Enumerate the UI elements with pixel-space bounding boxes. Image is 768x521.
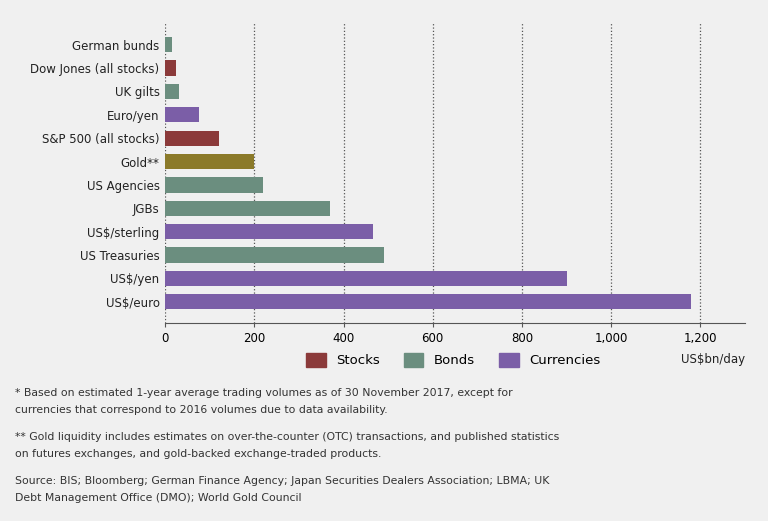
Text: US$bn/day: US$bn/day (681, 353, 745, 366)
Text: ** Gold liquidity includes estimates on over-the-counter (OTC) transactions, and: ** Gold liquidity includes estimates on … (15, 432, 560, 442)
Bar (165, 60, 177, 76)
Bar (165, 271, 567, 286)
Text: currencies that correspond to 2016 volumes due to data availability.: currencies that correspond to 2016 volum… (15, 405, 388, 415)
Bar (165, 84, 178, 99)
Legend: Stocks, Bonds, Currencies: Stocks, Bonds, Currencies (300, 348, 606, 373)
Text: on futures exchanges, and gold-backed exchange-traded products.: on futures exchanges, and gold-backed ex… (15, 449, 382, 459)
Bar (165, 201, 330, 216)
Text: * Based on estimated 1-year average trading volumes as of 30 November 2017, exce: * Based on estimated 1-year average trad… (15, 388, 513, 398)
Bar (165, 131, 219, 146)
Bar (165, 294, 691, 309)
Text: Source: BIS; Bloomberg; German Finance Agency; Japan Securities Dealers Associat: Source: BIS; Bloomberg; German Finance A… (15, 476, 550, 486)
Bar (165, 247, 384, 263)
Text: Debt Management Office (DMO); World Gold Council: Debt Management Office (DMO); World Gold… (15, 493, 302, 503)
Bar (165, 37, 172, 52)
Bar (165, 107, 199, 122)
Bar (165, 154, 254, 169)
Bar (165, 224, 372, 239)
Bar (165, 177, 263, 193)
